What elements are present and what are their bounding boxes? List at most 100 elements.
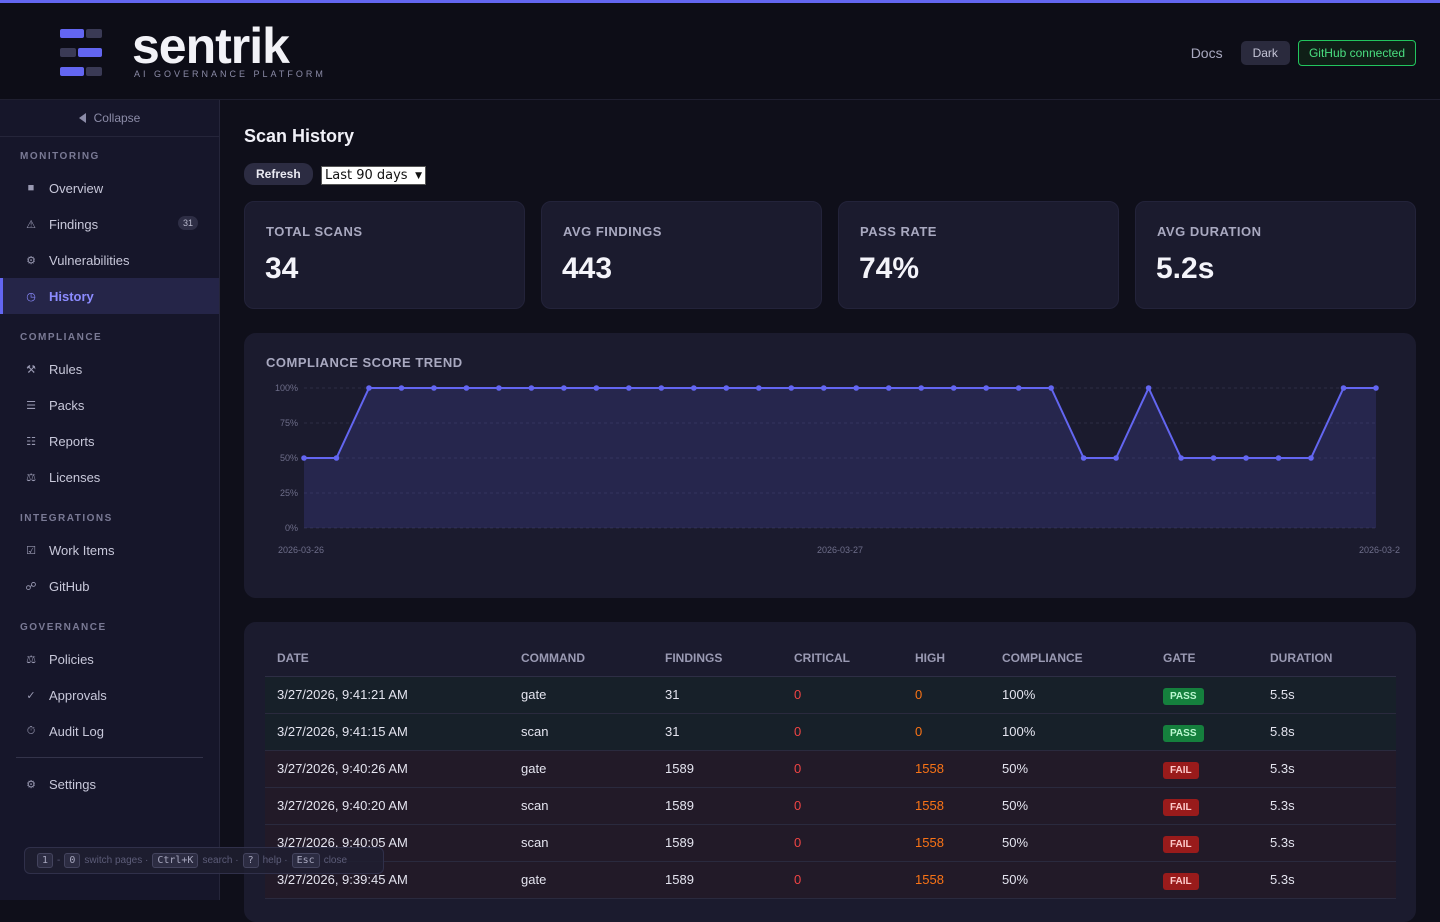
date-range-value: Last 90 days: [325, 168, 408, 183]
sidebar-item-label: Policies: [49, 651, 94, 667]
sidebar-item-overview[interactable]: ■ Overview: [0, 170, 219, 206]
logo-icon: [60, 29, 104, 77]
cell-high: 1558: [903, 787, 990, 825]
data-point: [820, 385, 827, 391]
compliance-trend-chart: 100% 75% 50% 25% 0% 2026-03-26 2026-03-27 2026-…: [275, 383, 1400, 555]
gate-badge: FAIL: [1163, 762, 1199, 779]
data-point: [398, 385, 405, 391]
series-line: [304, 385, 1376, 459]
sidebar-item-packs[interactable]: ☰ Packs: [0, 387, 219, 423]
sidebar-item-label: Audit Log: [49, 723, 104, 739]
docs-link[interactable]: Docs: [1190, 45, 1223, 61]
table-row[interactable]: 3/27/2026, 9:41:15 AM scan 31 0 0 100% P…: [265, 713, 1396, 751]
date-range-select[interactable]: Last 90 days ▼: [321, 166, 426, 185]
cell-compliance: 100%: [990, 676, 1151, 714]
theme-toggle-button[interactable]: Dark: [1240, 41, 1290, 65]
sidebar-item-licenses[interactable]: ⚖ Licenses: [0, 459, 219, 495]
stat-card-avg-duration: AVG DURATION 5.2s: [1135, 201, 1416, 309]
col-command: COMMAND: [509, 640, 653, 677]
cell-critical: 0: [782, 676, 903, 714]
gate-badge: PASS: [1163, 725, 1204, 742]
cell-critical: 0: [782, 824, 903, 862]
data-point: [593, 385, 600, 391]
kbd-key: ?: [242, 853, 259, 868]
data-point: [1113, 455, 1119, 461]
data-point: [723, 385, 730, 391]
y-tick-label: 25%: [280, 488, 298, 498]
col-date: DATE: [265, 640, 509, 677]
findings-count-badge: 31: [177, 216, 198, 230]
scale-icon: ⚖: [26, 653, 36, 666]
sidebar-item-label: Work Items: [49, 542, 115, 558]
data-point: [333, 455, 340, 461]
data-point: [691, 385, 697, 391]
stat-value: 443: [562, 252, 613, 285]
data-point: [1243, 455, 1249, 461]
kbd-text: switch pages ·: [84, 855, 149, 866]
chevron-left-icon: [78, 113, 86, 123]
y-tick-label: 0%: [285, 523, 298, 533]
table-row[interactable]: 3/27/2026, 9:40:05 AM scan 1589 0 1558 5…: [265, 824, 1396, 862]
scan-history-table-panel: DATE COMMAND FINDINGS CRITICAL HIGH COMP…: [244, 622, 1416, 922]
report-icon: ☷: [26, 435, 36, 448]
cell-command: scan: [509, 824, 653, 862]
compliance-trend-panel: COMPLIANCE SCORE TREND 100% 75% 50% 25% 0% 20…: [244, 333, 1416, 598]
sidebar-item-history[interactable]: ◷ History: [0, 278, 219, 314]
stat-label: PASS RATE: [860, 224, 937, 239]
kbd-text: search ·: [202, 855, 239, 866]
kbd-key: Esc: [291, 853, 320, 868]
brand-name: sentrik: [132, 18, 290, 74]
cell-date: 3/27/2026, 9:40:26 AM: [265, 750, 509, 788]
gear-icon: ⚙: [26, 254, 36, 267]
col-gate: GATE: [1151, 640, 1258, 677]
cell-duration: 5.3s: [1258, 861, 1396, 899]
sidebar-item-reports[interactable]: ☷ Reports: [0, 423, 219, 459]
sidebar-divider: [16, 757, 203, 758]
collapse-button[interactable]: Collapse: [0, 100, 219, 137]
sidebar-item-findings[interactable]: ⚠ Findings 31: [0, 206, 219, 242]
stat-label: AVG FINDINGS: [563, 224, 662, 239]
x-tick-label: 2026-03-27: [817, 545, 863, 555]
data-point: [626, 385, 632, 391]
data-point: [918, 385, 925, 391]
cell-findings: 1589: [653, 861, 782, 899]
cell-gate: FAIL: [1151, 750, 1258, 788]
cell-high: 1558: [903, 824, 990, 862]
table-row[interactable]: 3/27/2026, 9:41:21 AM gate 31 0 0 100% P…: [265, 676, 1396, 714]
data-point: [463, 385, 470, 391]
sidebar-item-vulnerabilities[interactable]: ⚙ Vulnerabilities: [0, 242, 219, 278]
data-point: [561, 385, 567, 391]
gear-icon: ⚙: [26, 778, 36, 791]
cell-date: 3/27/2026, 9:41:15 AM: [265, 713, 509, 751]
cell-command: scan: [509, 787, 653, 825]
warning-icon: ⚠: [26, 218, 36, 231]
sidebar-item-audit-log[interactable]: ⏱ Audit Log: [0, 713, 219, 749]
data-point: [658, 385, 665, 391]
cell-gate: FAIL: [1151, 824, 1258, 862]
table-row[interactable]: 3/27/2026, 9:39:45 AM gate 1589 0 1558 5…: [265, 861, 1396, 899]
cell-compliance: 100%: [990, 713, 1151, 751]
data-point: [366, 385, 372, 391]
sidebar-item-work-items[interactable]: ☑ Work Items: [0, 532, 219, 568]
x-tick-label: 2026-03-26: [278, 545, 324, 555]
sidebar-item-approvals[interactable]: ✓ Approvals: [0, 677, 219, 713]
sidebar-item-rules[interactable]: ⚒ Rules: [0, 351, 219, 387]
sidebar-item-label: Vulnerabilities: [49, 252, 130, 268]
cell-critical: 0: [782, 713, 903, 751]
cell-findings: 31: [653, 676, 782, 714]
gate-badge: FAIL: [1163, 873, 1199, 890]
brand-tagline: AI GOVERNANCE PLATFORM: [134, 69, 326, 79]
sidebar-item-policies[interactable]: ⚖ Policies: [0, 641, 219, 677]
data-point: [983, 385, 989, 391]
accent-bar: [0, 0, 1440, 3]
sidebar-item-github[interactable]: ☍ GitHub: [0, 568, 219, 604]
refresh-button[interactable]: Refresh: [244, 163, 313, 185]
data-point: [1015, 385, 1022, 391]
stat-label: AVG DURATION: [1157, 224, 1262, 239]
sidebar-item-settings[interactable]: ⚙ Settings: [0, 766, 219, 802]
github-status-badge[interactable]: GitHub connected: [1297, 40, 1416, 66]
cell-duration: 5.3s: [1258, 824, 1396, 862]
cell-gate: PASS: [1151, 713, 1258, 751]
table-row[interactable]: 3/27/2026, 9:40:20 AM scan 1589 0 1558 5…: [265, 787, 1396, 825]
table-row[interactable]: 3/27/2026, 9:40:26 AM gate 1589 0 1558 5…: [265, 750, 1396, 788]
